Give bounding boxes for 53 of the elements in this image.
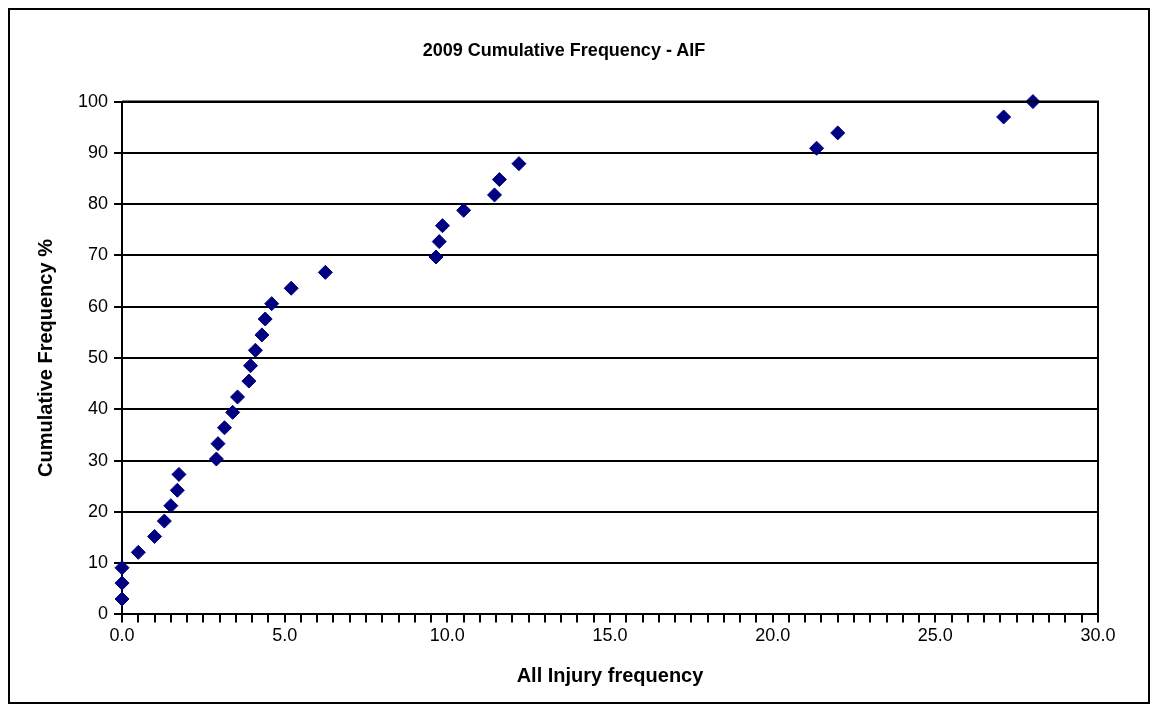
point — [169, 482, 185, 498]
y-tick-label: 100 — [77, 90, 109, 111]
y-tick-label: 40 — [88, 398, 109, 419]
point — [434, 218, 450, 234]
x-tick-label: 10.0 — [429, 625, 465, 646]
y-tick-label: 80 — [88, 193, 109, 214]
point — [431, 234, 447, 250]
y-tick-label: 30 — [88, 449, 109, 470]
point — [830, 125, 846, 141]
point — [243, 358, 259, 374]
point — [210, 436, 226, 452]
point — [114, 560, 130, 576]
x-tick-label: 5.0 — [272, 625, 298, 646]
x-tick-label: 25.0 — [917, 625, 953, 646]
point — [996, 109, 1012, 125]
point — [809, 140, 825, 156]
point — [217, 420, 233, 436]
y-tick-label: 0 — [98, 603, 109, 624]
x-tick-label: 0.0 — [109, 625, 135, 646]
point — [487, 187, 503, 203]
point — [171, 466, 187, 482]
chart-title: 2009 Cumulative Frequency - AIF — [422, 39, 706, 60]
point — [511, 156, 527, 172]
y-tick-label: 20 — [88, 500, 109, 521]
point — [456, 202, 472, 218]
x-axis-title: All Injury frequency — [516, 663, 705, 686]
y-tick-label: 10 — [88, 552, 109, 573]
y-tick-label: 50 — [88, 346, 109, 367]
point — [225, 404, 241, 420]
point — [208, 451, 224, 467]
point — [114, 591, 130, 607]
point — [491, 172, 507, 188]
point — [264, 296, 280, 312]
point — [254, 327, 270, 343]
point — [130, 544, 146, 560]
x-tick-label: 20.0 — [755, 625, 791, 646]
point — [317, 264, 333, 280]
y-axis-title: Cumulative Frequency % — [33, 238, 56, 477]
y-tick-label: 90 — [88, 141, 109, 162]
point — [163, 498, 179, 514]
point — [241, 373, 257, 389]
point — [114, 575, 130, 591]
point — [247, 342, 263, 358]
point — [147, 528, 163, 544]
x-tick-label: 15.0 — [592, 625, 628, 646]
point — [283, 280, 299, 296]
x-tick-label: 30.0 — [1080, 625, 1116, 646]
point — [156, 513, 172, 529]
point — [257, 311, 273, 327]
y-tick-label: 60 — [88, 295, 109, 316]
point — [428, 249, 444, 265]
point — [230, 389, 246, 405]
y-tick-label: 70 — [88, 244, 109, 265]
